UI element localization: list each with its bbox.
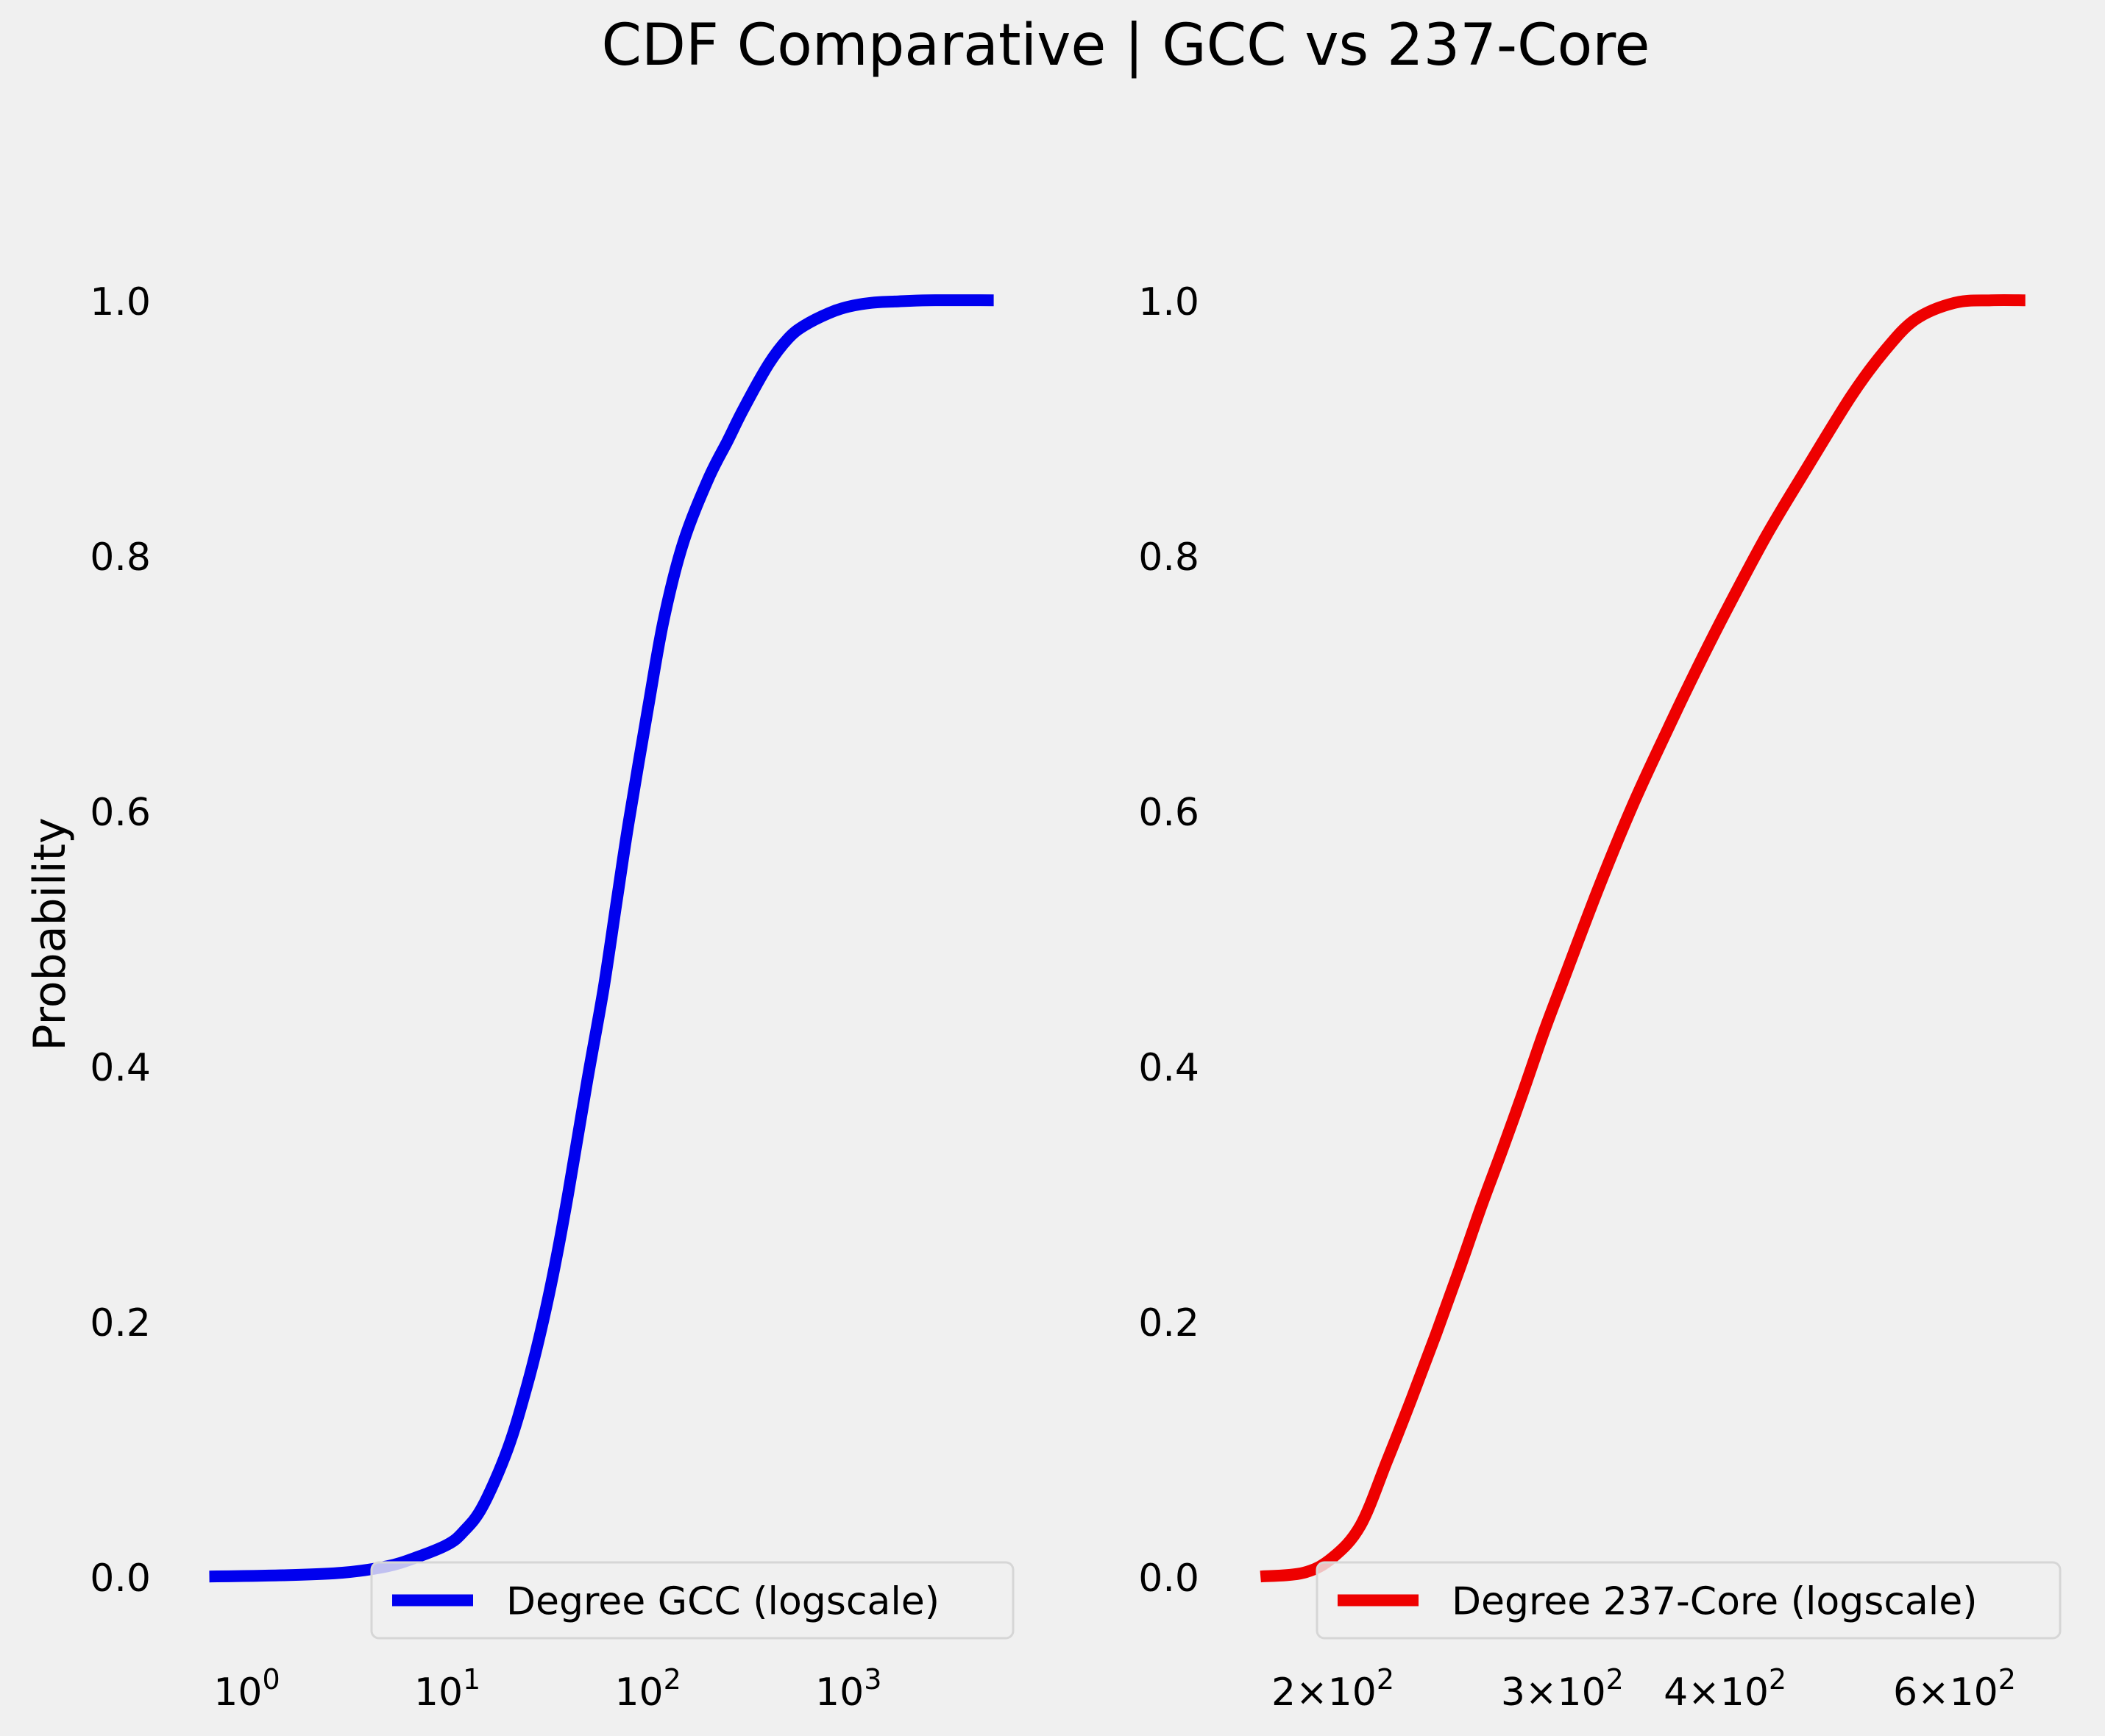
- legend-frame: [1316, 1561, 2062, 1640]
- legend-label: Degree 237-Core (logscale): [1452, 1580, 1978, 1624]
- y-tick-label: 0.6: [1138, 791, 1199, 835]
- y-tick-label: 1.0: [90, 280, 151, 324]
- x-tick-label: 6×102: [1893, 1663, 2016, 1715]
- right-plot-panel: 0.0 0.2 0.4 0.6 0.8 1.0 2×102 3×102 4×102 6×102 De…: [1138, 280, 2062, 1715]
- y-tick-label: 0.2: [1138, 1301, 1199, 1345]
- legend-label: Degree GCC (logscale): [506, 1580, 940, 1624]
- y-tick-label: 0.4: [1138, 1046, 1199, 1090]
- x-tick-label: 3×102: [1501, 1663, 1624, 1715]
- y-tick-label: 0.4: [90, 1046, 151, 1090]
- x-tick-label: 2×102: [1271, 1663, 1394, 1715]
- legend: Degree GCC (logscale): [370, 1561, 1015, 1640]
- y-tick-label: 0.6: [90, 791, 151, 835]
- y-axis-label: Probability: [24, 817, 76, 1050]
- x-tick-label: 100: [213, 1663, 280, 1715]
- x-tick-label: 101: [414, 1663, 480, 1715]
- y-tick-label: 0.8: [90, 536, 151, 580]
- chart-title: CDF Comparative | GCC vs 237-Core: [601, 13, 1650, 79]
- x-tick-label: 103: [815, 1663, 881, 1715]
- series-line: [209, 294, 994, 1583]
- y-tick-label: 0.8: [1138, 536, 1199, 580]
- y-tick-label: 0.0: [90, 1557, 151, 1601]
- legend: Degree 237-Core (logscale): [1316, 1561, 2062, 1640]
- legend-frame: [370, 1561, 1015, 1640]
- series-line: [1260, 294, 2026, 1583]
- y-tick-label: 0.2: [90, 1301, 151, 1345]
- x-tick-label: 4×102: [1664, 1663, 1786, 1715]
- x-tick-label: 102: [614, 1663, 681, 1715]
- y-tick-label: 1.0: [1138, 280, 1199, 324]
- left-plot-panel: 0.0 0.2 0.4 0.6 0.8 1.0 100 101 102 103 Degree GCC…: [90, 280, 1015, 1715]
- y-tick-label: 0.0: [1138, 1557, 1199, 1601]
